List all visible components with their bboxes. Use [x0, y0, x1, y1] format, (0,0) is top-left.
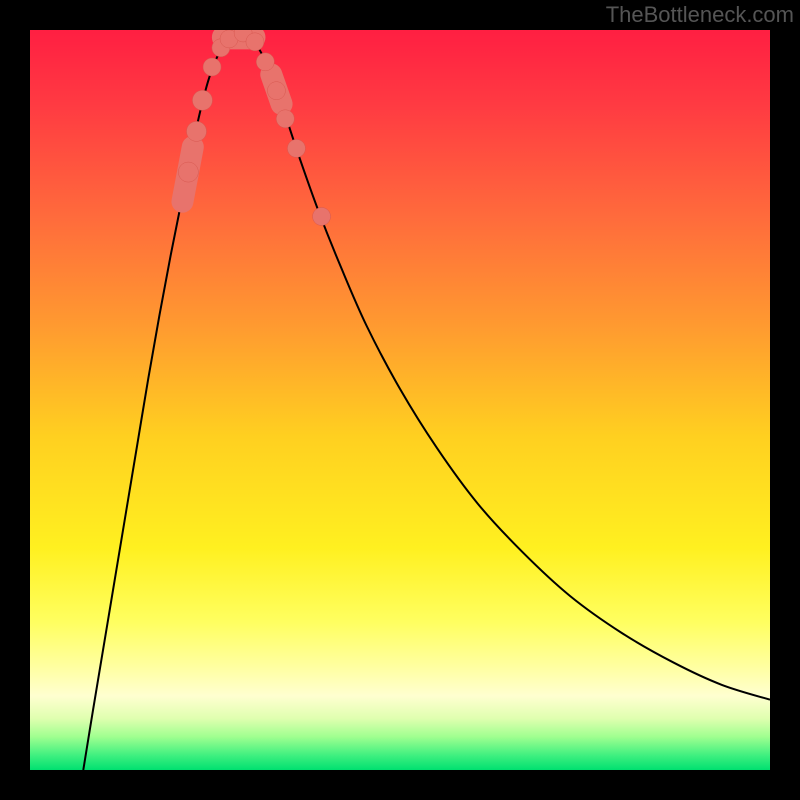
watermark-text: TheBottleneck.com — [606, 2, 794, 28]
marker-dot — [276, 110, 294, 128]
marker-dot — [313, 207, 331, 225]
marker-dot — [187, 121, 207, 141]
marker-dot — [267, 82, 285, 100]
marker-dot — [178, 162, 198, 182]
marker-dot — [203, 58, 221, 76]
chart-frame: TheBottleneck.com — [0, 0, 800, 800]
plot-area — [30, 30, 770, 770]
marker-dot — [256, 53, 274, 71]
marker-dot — [287, 139, 305, 157]
marker-dot — [246, 33, 264, 51]
marker-dot — [192, 90, 212, 110]
bottleneck-curve — [30, 30, 770, 770]
